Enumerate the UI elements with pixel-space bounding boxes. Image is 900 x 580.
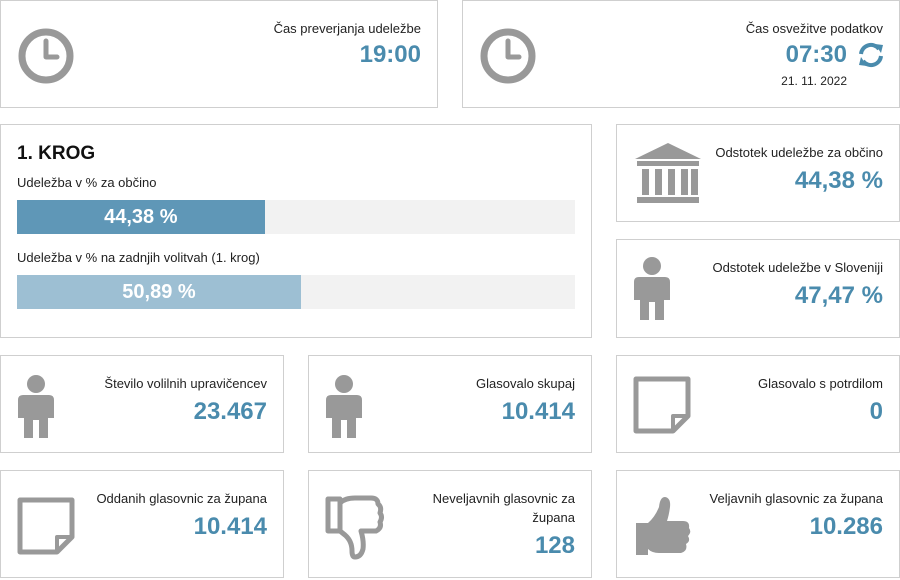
eligible-voters-value: 23.467 [193,398,267,425]
bar-value-current: 44,38 % [104,205,178,228]
clock-icon [480,28,536,84]
valid-ballots-label: Veljavnih glasovnic za župana [709,491,883,506]
ballots-cast-card: Oddanih glasovnic za župana 10.414 [0,470,284,578]
valid-ballots-value: 10.286 [809,513,883,540]
ballots-cast-label: Oddanih glasovnic za župana [96,491,267,506]
voted-certificate-label: Glasovalo s potrdilom [758,376,883,391]
refresh-icon[interactable] [857,41,885,69]
bar-value-previous: 50,89 % [122,280,196,303]
bar-track-previous: 50,89 % [17,275,575,309]
check-time-card: Čas preverjanja udeležbe 19:00 [0,0,438,108]
voted-total-value: 10.414 [501,398,575,425]
refresh-time-label: Čas osvežitve podatkov [745,21,883,36]
slovenia-turnout-card: Odstotek udeležbe v Sloveniji 47,47 % [616,239,900,338]
person-icon [634,257,670,320]
invalid-ballots-value: 128 [534,532,575,559]
municipality-turnout-card: Odstotek udeležbe za občino 44,38 % [616,124,900,222]
refresh-time-card: Čas osvežitve podatkov 07:30 21. 11. 202… [462,0,900,108]
note-icon [633,376,691,434]
check-time-label: Čas preverjanja udeležbe [273,21,421,36]
eligible-voters-label: Število volilnih upravičencev [104,376,267,391]
bar-fill-current: 44,38 % [17,200,265,234]
ballots-cast-value: 10.414 [193,513,267,540]
thumbs-down-icon [325,495,384,560]
voted-certificate-card: Glasovalo s potrdilom 0 [616,355,900,453]
municipality-turnout-label: Odstotek udeležbe za občino [715,145,883,160]
refresh-time-value: 07:30 [785,41,847,68]
note-icon [17,497,75,555]
voted-total-label: Glasovalo skupaj [476,376,575,391]
slovenia-turnout-value: 47,47 % [794,282,883,309]
voted-certificate-value: 0 [869,398,883,425]
eligible-voters-card: Število volilnih upravičencev 23.467 [0,355,284,453]
clock-icon [18,28,74,84]
bar-track-current: 44,38 % [17,200,575,234]
person-icon [326,375,362,438]
invalid-ballots-card: Neveljavnih glasovnic za župana 128 [308,470,592,578]
check-time-value: 19:00 [359,41,421,68]
institution-icon [635,143,701,203]
bar-label-current: Udeležba v % za občino [17,175,157,190]
invalid-ballots-label: Neveljavnih glasovnic za župana [432,491,575,525]
round-card: 1. KROG Udeležba v % za občino 44,38 % U… [0,124,592,338]
round-title: 1. KROG [17,143,96,164]
bar-label-previous: Udeležba v % na zadnjih volitvah (1. kro… [17,250,260,265]
slovenia-turnout-label: Odstotek udeležbe v Sloveniji [712,260,883,275]
voted-total-card: Glasovalo skupaj 10.414 [308,355,592,453]
refresh-date: 21. 11. 2022 [781,74,847,88]
bar-fill-previous: 50,89 % [17,275,301,309]
valid-ballots-card: Veljavnih glasovnic za župana 10.286 [616,470,900,578]
thumbs-up-icon [636,497,691,555]
municipality-turnout-value: 44,38 % [794,167,883,194]
person-icon [18,375,54,438]
